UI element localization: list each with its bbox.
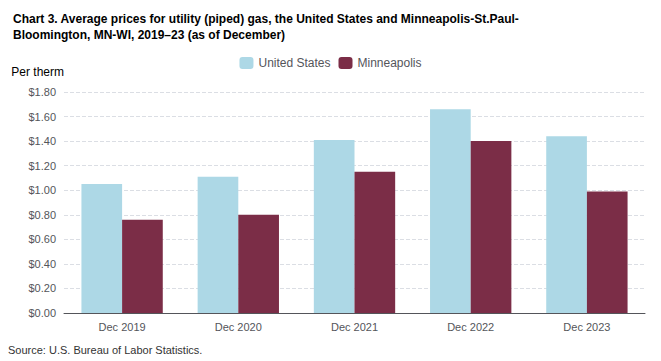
svg-text:$1.80: $1.80 — [28, 86, 56, 98]
svg-text:$0.20: $0.20 — [28, 282, 56, 294]
svg-text:$1.40: $1.40 — [28, 135, 56, 147]
svg-text:$0.40: $0.40 — [28, 258, 56, 270]
svg-text:Dec 2022: Dec 2022 — [447, 321, 494, 333]
svg-text:Bloomington, MN-WI, 2019–23 (a: Bloomington, MN-WI, 2019–23 (as of Decem… — [13, 28, 285, 42]
svg-text:Dec 2020: Dec 2020 — [215, 321, 262, 333]
svg-text:Minneapolis: Minneapolis — [358, 56, 422, 70]
svg-text:$0.00: $0.00 — [28, 307, 56, 319]
svg-text:Dec 2021: Dec 2021 — [331, 321, 378, 333]
svg-text:Chart 3. Average prices for ut: Chart 3. Average prices for utility (pip… — [13, 12, 519, 26]
svg-text:$1.20: $1.20 — [28, 160, 56, 172]
svg-text:$1.60: $1.60 — [28, 111, 56, 123]
svg-text:$0.80: $0.80 — [28, 209, 56, 221]
svg-text:United States: United States — [258, 56, 330, 70]
svg-text:Dec 2019: Dec 2019 — [99, 321, 146, 333]
svg-text:Per therm: Per therm — [11, 65, 64, 79]
svg-text:Dec 2023: Dec 2023 — [563, 321, 610, 333]
svg-text:$1.00: $1.00 — [28, 184, 56, 196]
svg-text:Source: U.S. Bureau of Labor S: Source: U.S. Bureau of Labor Statistics. — [8, 344, 202, 356]
svg-text:$0.60: $0.60 — [28, 233, 56, 245]
